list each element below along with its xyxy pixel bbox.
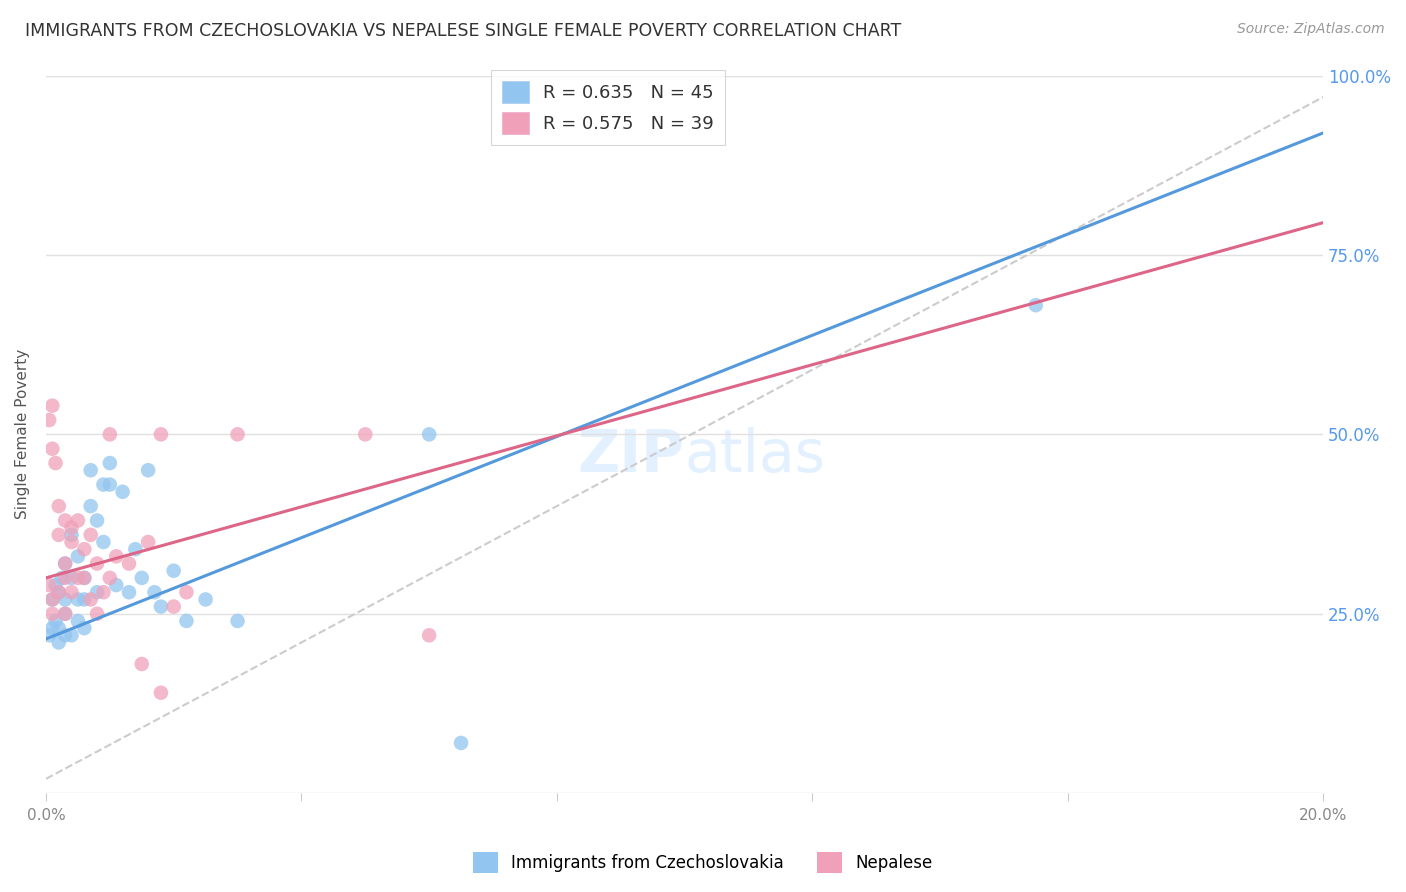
Point (1025, 298, 1047, 312)
Point (60, 571, 83, 585)
Point (176, 585, 198, 599)
Point (48, 621, 70, 635)
Point (60, 535, 83, 549)
Point (111, 484, 134, 499)
Point (48, 585, 70, 599)
Y-axis label: Single Female Poverty: Single Female Poverty (15, 350, 30, 519)
Point (131, 571, 153, 585)
Text: ZIP: ZIP (578, 427, 685, 484)
Point (60, 628, 83, 642)
Point (98, 427, 121, 442)
Point (124, 542, 146, 557)
Point (73, 592, 96, 607)
Point (226, 614, 249, 628)
Point (143, 585, 166, 599)
Point (131, 657, 153, 671)
Point (66, 614, 89, 628)
Point (53, 557, 76, 571)
Point (176, 614, 198, 628)
Point (48, 585, 70, 599)
Point (66, 549, 89, 564)
Point (93, 585, 115, 599)
Point (45, 456, 67, 470)
Point (450, 736, 472, 750)
Point (48, 528, 70, 542)
Point (53, 607, 76, 621)
Point (86, 514, 108, 528)
Point (98, 456, 121, 470)
Point (136, 535, 159, 549)
Point (79, 499, 101, 513)
Point (53, 607, 76, 621)
Point (149, 427, 172, 442)
Point (73, 571, 96, 585)
Point (51, 571, 73, 585)
Point (48, 499, 70, 513)
Legend: R = 0.635   N = 45, R = 0.575   N = 39: R = 0.635 N = 45, R = 0.575 N = 39 (491, 70, 725, 145)
Point (418, 427, 440, 442)
Point (53, 557, 76, 571)
Point (38, 628, 60, 642)
Point (149, 686, 172, 700)
Point (86, 585, 108, 599)
Text: Source: ZipAtlas.com: Source: ZipAtlas.com (1237, 22, 1385, 37)
Point (354, 427, 377, 442)
Point (41, 621, 63, 635)
Point (105, 578, 128, 592)
Point (53, 592, 76, 607)
Point (105, 549, 128, 564)
Point (93, 477, 115, 491)
Point (38, 413, 60, 427)
Point (163, 564, 186, 578)
Point (79, 463, 101, 477)
Point (73, 571, 96, 585)
Point (163, 599, 186, 614)
Point (86, 607, 108, 621)
Point (45, 578, 67, 592)
Point (98, 477, 121, 491)
Legend: Immigrants from Czechoslovakia, Nepalese: Immigrants from Czechoslovakia, Nepalese (467, 846, 939, 880)
Point (73, 542, 96, 557)
Point (418, 628, 440, 642)
Point (226, 427, 249, 442)
Point (60, 528, 83, 542)
Point (73, 621, 96, 635)
Point (98, 571, 121, 585)
Point (41, 592, 63, 607)
Point (79, 592, 101, 607)
Point (136, 463, 159, 477)
Point (79, 528, 101, 542)
Point (60, 585, 83, 599)
Point (66, 514, 89, 528)
Point (118, 585, 141, 599)
Point (41, 592, 63, 607)
Point (53, 571, 76, 585)
Text: atlas: atlas (685, 427, 825, 484)
Point (194, 592, 217, 607)
Point (93, 535, 115, 549)
Point (41, 442, 63, 456)
Point (48, 635, 70, 649)
Point (45, 614, 67, 628)
Point (53, 628, 76, 642)
Point (53, 514, 76, 528)
Text: IMMIGRANTS FROM CZECHOSLOVAKIA VS NEPALESE SINGLE FEMALE POVERTY CORRELATION CHA: IMMIGRANTS FROM CZECHOSLOVAKIA VS NEPALE… (25, 22, 901, 40)
Point (41, 399, 63, 413)
Point (66, 571, 89, 585)
Point (41, 607, 63, 621)
Point (38, 578, 60, 592)
Point (149, 599, 172, 614)
Point (60, 521, 83, 535)
Point (118, 557, 141, 571)
Point (86, 557, 108, 571)
Point (66, 592, 89, 607)
